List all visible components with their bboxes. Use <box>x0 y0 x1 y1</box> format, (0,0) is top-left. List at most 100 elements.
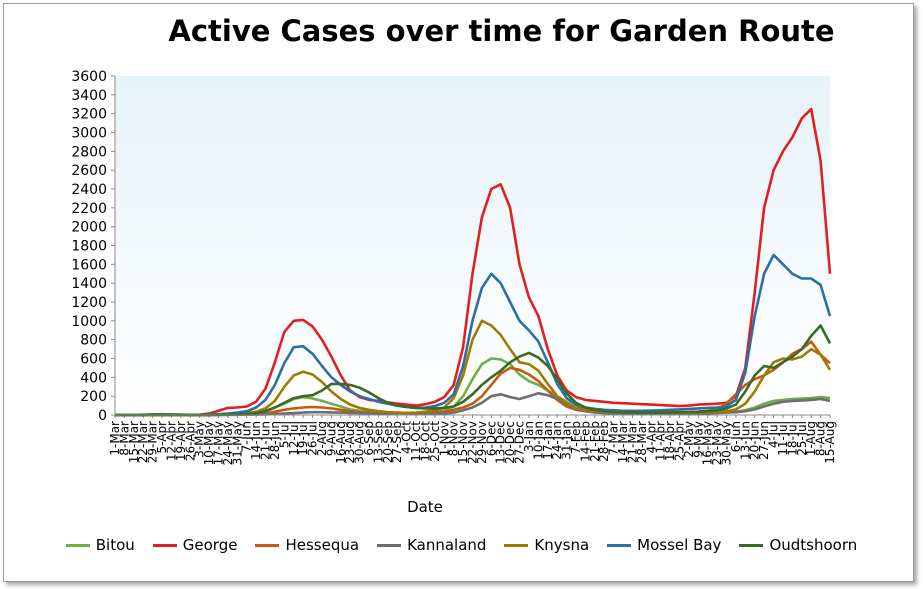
legend-item: Oudtshoorn <box>739 536 857 554</box>
x-tick-label: 21-Mar <box>625 421 639 463</box>
x-tick-label: 30-Aug <box>353 421 367 464</box>
x-tick-label: 10-Jan <box>531 421 545 460</box>
x-tick-label: 31-Jan <box>560 421 574 460</box>
legend-label: Bitou <box>95 536 135 554</box>
y-tick-label: 1600 <box>71 257 107 273</box>
legend-item: George <box>152 536 237 554</box>
y-tick-label: 1400 <box>71 276 107 292</box>
x-tick-label: 18-Jul <box>785 421 799 456</box>
x-tick-label: 6-Sep <box>362 421 376 456</box>
x-tick-label: 10-May <box>202 421 216 465</box>
x-tick-label: 24-May <box>221 421 235 465</box>
x-tick-label: 13-Sep <box>371 421 385 463</box>
x-tick-label: 9-Aug <box>324 421 338 456</box>
x-tick-label: 17-May <box>211 421 225 465</box>
y-tick-label: 400 <box>80 370 107 386</box>
y-tick-label: 800 <box>80 333 107 349</box>
x-tick-label: 8-Aug <box>814 421 828 456</box>
x-tick-label: 14-Feb <box>578 421 592 462</box>
x-tick-label: 9-May <box>691 421 705 458</box>
y-tick-label: 3600 <box>71 69 107 85</box>
x-tick-label: 25-Apr <box>672 421 686 461</box>
x-tick-label: 20-Jun <box>748 421 762 460</box>
x-tick-label: 3-May <box>193 421 207 458</box>
legend-swatch <box>607 543 632 547</box>
series-layer <box>115 107 832 417</box>
x-tick-label: 17-Jan <box>541 421 555 460</box>
x-tick-label: 2-May <box>682 421 696 458</box>
legend: Bitou George Hessequa Kannaland Knysna Mossel… <box>0 536 923 554</box>
x-tick-label: 18-Apr <box>663 421 677 461</box>
x-tick-label: 30-May <box>720 421 734 465</box>
x-tick-label: 28-Feb <box>597 421 611 462</box>
x-tick-label: 7-Feb <box>569 421 583 454</box>
legend-swatch <box>504 543 529 547</box>
y-tick-label: 2400 <box>71 182 107 198</box>
legend-label: Oudtshoorn <box>769 536 858 554</box>
x-tick-label: 11-Jul <box>776 421 790 456</box>
x-tick-label: 19-Apr <box>174 421 188 461</box>
x-tick-label: 22-Mar <box>136 421 150 463</box>
plot-area <box>115 76 830 415</box>
x-tick-label: 1-Aug <box>804 421 818 456</box>
x-tick-label: 13-Dec <box>494 421 508 464</box>
x-tick-label: 7-Mar <box>607 421 621 456</box>
x-tick-label: 4-Oct <box>400 421 414 454</box>
x-tick-label: 8-Nov <box>447 421 461 456</box>
series-line-oudtshoorn <box>115 324 832 417</box>
legend-item: Kannaland <box>377 536 486 554</box>
y-tick-label: 200 <box>80 389 107 405</box>
y-tick-label: 1800 <box>71 239 107 255</box>
x-tick-label: 24-Jan <box>550 421 564 460</box>
x-tick-label: 12-Apr <box>164 421 178 461</box>
legend-item: Mossel Bay <box>607 536 721 554</box>
x-tick-label: 27-Jun <box>757 421 771 460</box>
x-tick-label: 20-Dec <box>503 421 517 464</box>
y-tick-label: 3400 <box>71 88 107 104</box>
y-tick-label: 2600 <box>71 163 107 179</box>
x-tick-label: 23-Aug <box>343 421 357 464</box>
x-tick-label: 15-Mar <box>127 421 141 463</box>
x-tick-label: 3-Jan <box>522 421 536 452</box>
y-tick-label: 3200 <box>71 107 107 123</box>
x-tick-label: 16-May <box>701 421 715 465</box>
x-tick-label: 13-Jun <box>738 421 752 460</box>
y-tick-label: 1000 <box>71 314 107 330</box>
legend-item: Hessequa <box>255 536 359 554</box>
x-tick-label: 27-Dec <box>513 421 527 464</box>
y-tick-label: 2800 <box>71 144 107 160</box>
chart-title: Active Cases over time for Garden Route <box>168 14 835 48</box>
legend-label: Knysna <box>534 536 590 554</box>
x-tick-label: 25-Oct <box>428 421 442 462</box>
x-tick-label: 8-Mar <box>117 421 131 456</box>
y-axis: 0 200 400 600 800 1000 1200 1400 1600 1800 2000 220… <box>71 69 115 424</box>
x-tick-label: 5-Jul <box>277 421 291 448</box>
legend-label: Mossel Bay <box>637 536 722 554</box>
x-tick-label: 18-Oct <box>418 421 432 462</box>
x-tick-label: 29-Nov <box>475 421 489 464</box>
y-tick-label: 1200 <box>71 295 107 311</box>
y-tick-label: 0 <box>98 408 107 424</box>
legend-item: Knysna <box>504 536 589 554</box>
x-tick-label: 19-Jul <box>296 421 310 456</box>
x-tick-label: 6-Jun <box>729 421 743 452</box>
x-tick-label: 25-Jul <box>795 421 809 456</box>
x-tick-label: 12-Jul <box>287 421 301 456</box>
x-tick-label: 4-Jul <box>767 421 781 448</box>
x-tick-label: 21-Feb <box>588 421 602 462</box>
legend-label: Hessequa <box>285 536 360 554</box>
x-tick-label: 15-Aug <box>823 421 837 464</box>
legend-item: Bitou <box>65 536 135 554</box>
x-tick-label: 15-Nov <box>456 421 470 464</box>
legend-swatch <box>255 543 280 547</box>
x-tick-label: 28-Mar <box>635 421 649 463</box>
x-tick-label: 16-Aug <box>334 421 348 464</box>
x-tick-label: 2-Aug <box>315 421 329 456</box>
x-tick-label: 11-Apr <box>654 421 668 461</box>
legend-swatch <box>377 543 402 547</box>
x-tick-label: 23-May <box>710 421 724 465</box>
y-tick-label: 2000 <box>71 220 107 236</box>
legend-swatch <box>739 543 764 547</box>
x-tick-label: 11-Oct <box>409 421 423 462</box>
